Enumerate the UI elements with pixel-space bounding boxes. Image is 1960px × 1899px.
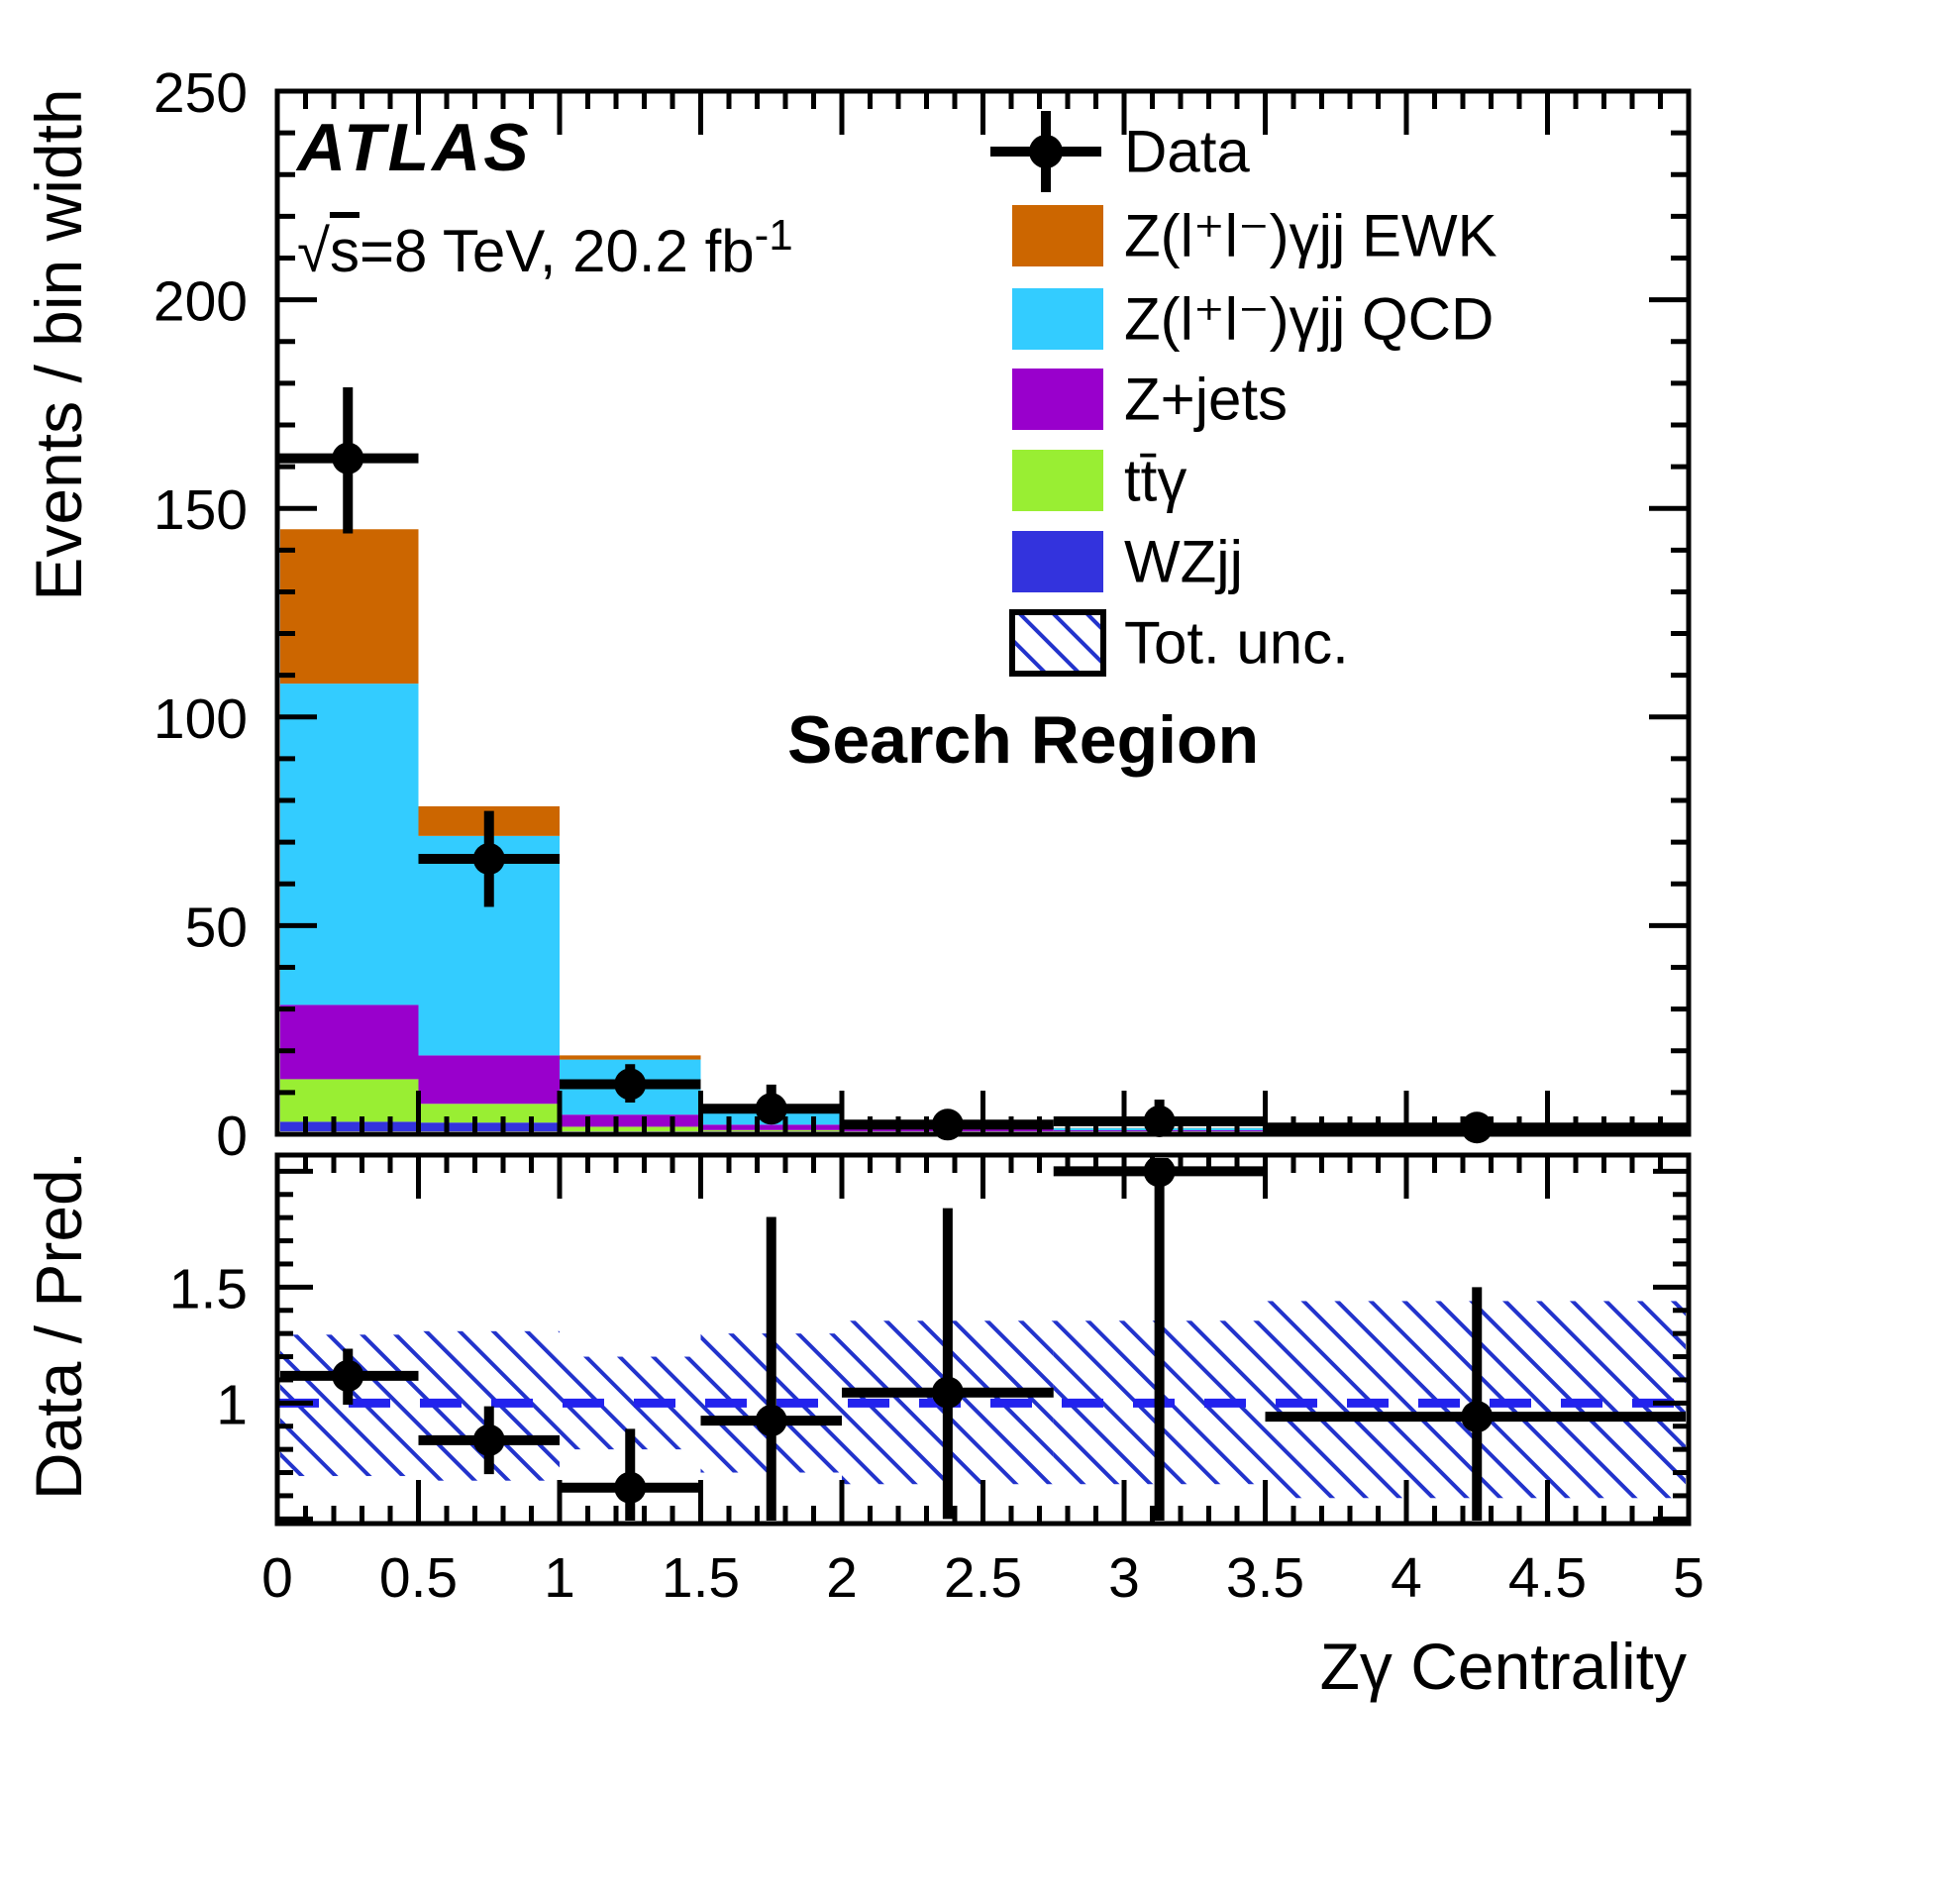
- x-tick-label: 1: [544, 1546, 575, 1610]
- legend-label-ewk: Z(l⁺l⁻)γjj EWK: [1124, 203, 1497, 269]
- stack-segment-tt: [280, 1079, 419, 1122]
- stack-segment-tt: [560, 1126, 701, 1131]
- data-point-marker: [1461, 1111, 1494, 1144]
- y-axis-title-ratio: Data / Pred.: [22, 1151, 95, 1500]
- data-point-marker: [472, 843, 505, 876]
- region-label: Search Region: [787, 702, 1259, 778]
- x-tick-label: 3.5: [1226, 1546, 1304, 1610]
- data-marker-icon: [990, 111, 1101, 192]
- legend-label-qcd: Z(l⁺l⁻)γjj QCD: [1124, 286, 1494, 353]
- ratio-panel-frame: [274, 1152, 1692, 1527]
- stack-segment-zlljjqcd: [280, 684, 419, 1005]
- stack-segment-wzjj: [280, 1121, 419, 1131]
- atlas-logo-text: ATLAS: [295, 110, 532, 185]
- legend-swatch-qcd: [1012, 288, 1103, 350]
- x-axis-title: Zγ Centrality: [1320, 1630, 1687, 1703]
- stack-segment-zlljjewk: [560, 1055, 701, 1060]
- data-point-marker: [332, 1359, 364, 1392]
- data-point-marker: [755, 1093, 787, 1125]
- data-point-marker: [614, 1471, 647, 1504]
- legend-label-ttgamma: tt̄γ: [1124, 448, 1186, 514]
- x-tick-label: 2: [826, 1546, 858, 1610]
- stack-segment-tt: [418, 1104, 560, 1123]
- y-tick-label-ratio: 1.5: [169, 1257, 248, 1320]
- x-tick-label: 0: [261, 1546, 293, 1610]
- data-point-marker: [614, 1068, 647, 1101]
- stack-segment-zlljjewk: [280, 529, 419, 685]
- data-point-marker: [755, 1405, 787, 1437]
- energy-luminosity-text: √s=8 TeV, 20.2 fb-1: [297, 211, 793, 284]
- legend-item-totunc: Tot. unc.: [1009, 609, 1349, 677]
- stack-segment-wzjj: [418, 1122, 560, 1131]
- legend-item-zjets: Z+jets: [1012, 367, 1288, 433]
- stack-segment-zjets: [560, 1114, 701, 1127]
- y-tick-label-main: 100: [154, 687, 248, 751]
- data-point-marker: [1143, 1158, 1176, 1188]
- data-point-marker: [1461, 1401, 1494, 1433]
- stack-segment-tt: [700, 1129, 842, 1131]
- data-point-marker: [332, 442, 364, 475]
- legend-item-ttgamma: tt̄γ: [1012, 448, 1186, 514]
- legend-swatch-wzjj: [1012, 531, 1103, 592]
- stacked-histogram: [280, 529, 1686, 1131]
- data-points-main: [277, 387, 1689, 1144]
- stack-segment-zjets: [700, 1124, 842, 1130]
- x-tick-label: 4.5: [1508, 1546, 1587, 1610]
- y-tick-label-main: 250: [154, 61, 248, 125]
- legend-item-qcd: Z(l⁺l⁻)γjj QCD: [1012, 286, 1494, 353]
- legend-swatch-zjets: [1012, 369, 1103, 430]
- main-panel-frame: [274, 88, 1692, 1137]
- data-point-marker: [931, 1376, 964, 1409]
- legend-item-ewk: Z(l⁺l⁻)γjj EWK: [1012, 203, 1497, 269]
- legend-label-wzjj: WZjj: [1124, 529, 1243, 595]
- y-tick-label-main: 150: [154, 478, 248, 542]
- data-point-marker: [472, 1424, 505, 1456]
- y-axis-title-main: Events / bin width: [22, 88, 95, 600]
- x-tick-label: 3: [1108, 1546, 1140, 1610]
- x-tick-label: 0.5: [379, 1546, 458, 1610]
- x-tick-label: 5: [1673, 1546, 1704, 1610]
- data-points-ratio: [280, 1158, 1686, 1521]
- x-tick-label: 1.5: [662, 1546, 740, 1610]
- y-tick-label-main: 0: [216, 1105, 248, 1168]
- stack-segment-zjets: [418, 1055, 560, 1105]
- legend-swatch-ewk: [1012, 205, 1103, 266]
- y-tick-label-main: 200: [154, 270, 248, 334]
- legend-swatch-ttgamma: [1012, 450, 1103, 511]
- x-tick-label: 2.5: [944, 1546, 1022, 1610]
- x-tick-label: 4: [1391, 1546, 1422, 1610]
- y-tick-label-main: 50: [185, 896, 248, 959]
- legend-label-data: Data: [1124, 119, 1250, 185]
- legend-label-zjets: Z+jets: [1124, 367, 1288, 433]
- tick-labels: 0 50 100 150 200 250 1 1.5 0 0.5 1 1.5 2 2.5 3 3.5 4 4.5 5: [154, 61, 1704, 1610]
- y-tick-label-ratio: 1: [216, 1373, 248, 1436]
- legend-item-wzjj: WZjj: [1012, 529, 1243, 595]
- legend-item-data: Data: [990, 111, 1250, 192]
- legend-label-totunc: Tot. unc.: [1124, 610, 1349, 677]
- stack-segment-zjets: [280, 1004, 419, 1080]
- legend: Data Z(l⁺l⁻)γjj EWK Z(l⁺l⁻)γjj QCD Z+jet…: [990, 111, 1497, 677]
- legend-swatch-totunc: [1009, 609, 1106, 677]
